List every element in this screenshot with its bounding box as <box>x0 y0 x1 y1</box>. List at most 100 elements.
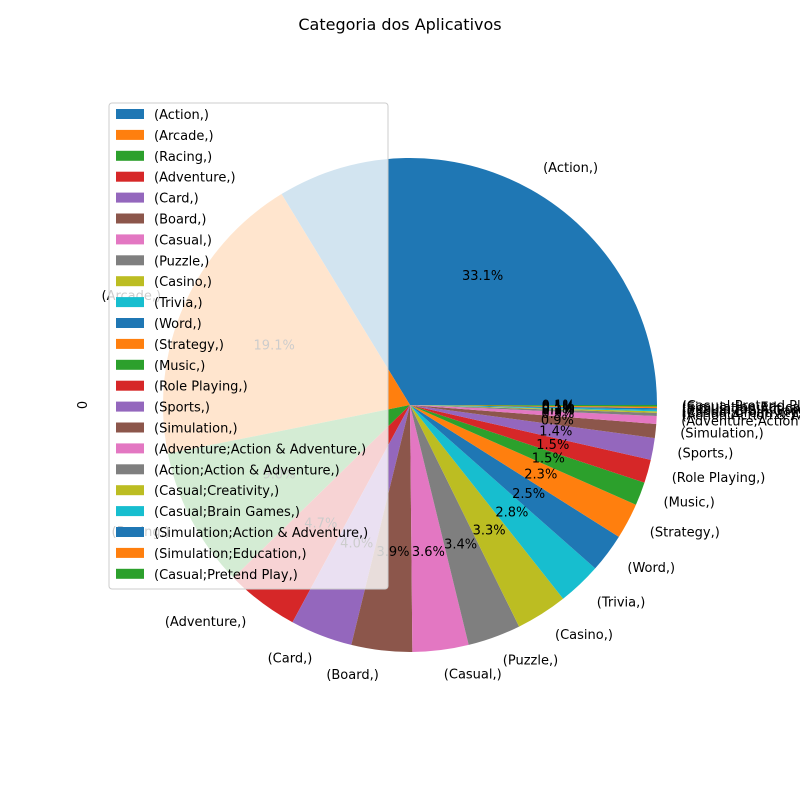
legend-label-puzzle: (Puzzle,) <box>154 254 209 269</box>
legend-swatch-music <box>116 359 144 370</box>
legend-swatch-simulation-education <box>116 547 144 558</box>
legend-swatch-casual-creativity <box>116 485 144 496</box>
slice-label-sports: (Sports,) <box>677 446 733 461</box>
slice-percent-puzzle: 3.4% <box>444 537 477 552</box>
legend-label-action-action-adventure: (Action;Action & Adventure,) <box>154 463 340 478</box>
legend-label-arcade: (Arcade,) <box>154 129 214 144</box>
legend-swatch-sports <box>116 401 144 412</box>
slice-label-board: (Board,) <box>326 668 378 683</box>
legend-swatch-puzzle <box>116 255 144 266</box>
legend-label-simulation: (Simulation,) <box>154 422 238 437</box>
slice-role-playing <box>410 405 651 483</box>
slice-percent-casino: 3.3% <box>473 523 506 538</box>
legend-label-casual-pretend-play: (Casual;Pretend Play,) <box>154 568 298 583</box>
slice-percent-sports: 1.4% <box>539 424 572 439</box>
slice-percent-casual-creativity: 0.1% <box>542 402 575 417</box>
legend-label-strategy: (Strategy,) <box>154 338 224 353</box>
slice-percent-casual: 3.6% <box>412 545 445 560</box>
legend-label-adventure-action-adventure: (Adventure;Action & Adventure,) <box>154 442 366 457</box>
legend-swatch-simulation-action-adventure <box>116 527 144 537</box>
slice-casual-creativity <box>410 405 657 413</box>
slice-casual <box>410 405 469 652</box>
slice-label-adventure-action-adventure: (Adventure;Action & Adventure,) <box>681 415 800 430</box>
legend-label-casual-creativity: (Casual;Creativity,) <box>154 484 279 499</box>
legend-swatch-casual <box>116 234 144 245</box>
slice-percent-trivia: 2.8% <box>495 506 528 521</box>
slice-label-casino: (Casino,) <box>555 628 613 643</box>
slice-music <box>410 405 645 505</box>
slice-label-trivia: (Trivia,) <box>597 595 646 610</box>
legend-swatch-casual-brain-games <box>116 506 144 517</box>
legend-swatch-card <box>116 192 144 203</box>
slice-word <box>410 405 619 569</box>
slice-label-casual-pretend-play: (Casual;Pretend Play,) <box>682 399 800 414</box>
slice-simulation-education <box>410 405 657 409</box>
slice-percent-simulation: 0.9% <box>541 414 574 429</box>
legend-swatch-word <box>116 318 144 328</box>
legend-label-board: (Board,) <box>154 213 206 228</box>
legend-swatch-simulation <box>116 422 144 433</box>
legend-label-sports: (Sports,) <box>154 401 210 416</box>
slice-percent-casual-brain-games: 0.1% <box>542 401 575 416</box>
slice-casual-pretend-play <box>410 405 657 407</box>
legend-label-casino: (Casino,) <box>154 275 212 290</box>
slice-label-role-playing: (Role Playing,) <box>672 471 766 486</box>
slice-label-simulation: (Simulation,) <box>680 427 764 442</box>
slice-adventure-action-adventure <box>410 405 657 424</box>
legend-label-simulation-action-adventure: (Simulation;Action & Adventure,) <box>154 526 368 541</box>
legend-label-role-playing: (Role Playing,) <box>154 380 248 395</box>
slice-trivia <box>410 405 596 599</box>
legend-label-adventure: (Adventure,) <box>154 171 236 186</box>
slice-label-casual: (Casual,) <box>444 668 502 683</box>
slice-casino <box>410 405 564 627</box>
legend-swatch-casino <box>116 276 144 287</box>
slice-percent-strategy: 2.3% <box>524 468 557 483</box>
slice-puzzle <box>410 405 520 645</box>
slice-label-casual-brain-games: (Casual;Brain Games,) <box>682 404 800 419</box>
slice-simulation <box>410 405 657 439</box>
slice-label-simulation-action-adventure: (Simulation;Action & Adventure,) <box>682 402 800 417</box>
legend-swatch-strategy <box>116 338 144 349</box>
slice-label-word: (Word,) <box>627 561 675 576</box>
slice-percent-adventure-action-adventure: 0.5% <box>541 407 574 422</box>
slice-label-action-action-adventure: (Action;Action & Adventure,) <box>682 408 800 423</box>
legend-label-card: (Card,) <box>154 192 199 207</box>
legend-swatch-arcade <box>116 129 144 140</box>
legend-swatch-board <box>116 213 144 224</box>
y-axis-label: 0 <box>76 401 91 409</box>
slice-label-card: (Card,) <box>268 652 313 667</box>
legend-label-casual: (Casual,) <box>154 233 212 248</box>
legend-swatch-action <box>116 109 144 119</box>
slice-label-casual-creativity: (Casual;Creativity,) <box>682 406 800 421</box>
slice-percent-role-playing: 1.5% <box>536 438 569 453</box>
slice-percent-music: 1.5% <box>532 451 565 466</box>
legend-label-trivia: (Trivia,) <box>154 296 203 311</box>
legend-label-casual-brain-games: (Casual;Brain Games,) <box>154 505 300 520</box>
slice-sports <box>410 405 655 460</box>
chart-title: Categoria dos Aplicativos <box>298 15 501 34</box>
slice-casual-brain-games <box>410 405 657 412</box>
legend-frame <box>108 102 389 590</box>
slice-label-puzzle: (Puzzle,) <box>503 653 558 668</box>
slice-percent-simulation-education: 0.1% <box>542 399 575 414</box>
slice-simulation-action-adventure <box>410 405 657 410</box>
slice-percent-simulation-action-adventure: 0.1% <box>542 400 575 415</box>
slice-percent-word: 2.5% <box>512 487 545 502</box>
slice-percent-action: 33.1% <box>462 269 503 284</box>
slice-label-simulation-education: (Simulation;Education,) <box>682 401 800 416</box>
legend-swatch-racing <box>116 150 144 161</box>
legend-label-action: (Action,) <box>154 108 209 123</box>
slice-label-music: (Music,) <box>664 496 715 511</box>
legend-label-music: (Music,) <box>154 359 205 374</box>
legend-swatch-adventure <box>116 171 144 182</box>
slice-label-strategy: (Strategy,) <box>650 526 720 541</box>
slice-label-action: (Action,) <box>543 161 598 176</box>
legend-swatch-action-action-adventure <box>116 464 144 475</box>
slice-strategy <box>410 405 636 537</box>
legend-label-simulation-education: (Simulation;Education,) <box>154 547 307 562</box>
slice-label-adventure: (Adventure,) <box>165 615 247 630</box>
slice-percent-casual-pretend-play: 0.1% <box>542 399 575 414</box>
slice-action-action-adventure <box>410 405 657 417</box>
legend-label-word: (Word,) <box>154 317 202 332</box>
